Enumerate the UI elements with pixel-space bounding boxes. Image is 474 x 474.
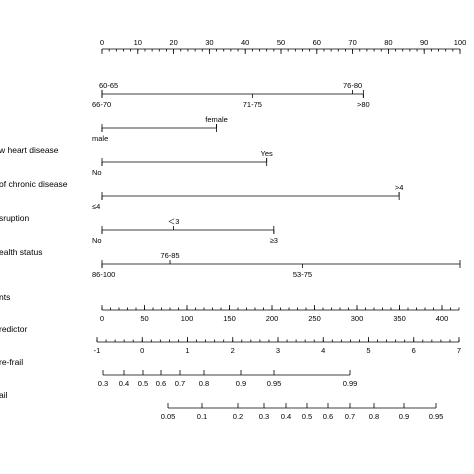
scale-tick-label: 0.8 — [369, 412, 379, 421]
scale-tick-label: 6 — [412, 346, 416, 355]
category-label-below: ≤4 — [92, 202, 100, 211]
scale-tick-label: 40 — [241, 38, 249, 47]
scale-tick-label: 0.7 — [345, 412, 355, 421]
scale-tick-label: 30 — [205, 38, 213, 47]
category-label-below: 66-70 — [92, 100, 111, 109]
scale-tick-label: 150 — [223, 314, 236, 323]
row-label: sruption — [0, 213, 30, 223]
scale-tick-label: 0.5 — [138, 379, 148, 388]
category-label-below: 71-75 — [243, 100, 262, 109]
scale-tick-label: 20 — [169, 38, 177, 47]
row-label: of chronic disease — [0, 179, 68, 189]
scale-tick-label: 0.2 — [233, 412, 243, 421]
scale-tick-label: 0 — [100, 38, 104, 47]
scale-tick-label: 0.7 — [175, 379, 185, 388]
scale-tick-label: 0.95 — [429, 412, 444, 421]
scale-tick-label: 70 — [348, 38, 356, 47]
row-label: w heart disease — [0, 145, 59, 155]
scale-tick-label: 0 — [140, 346, 144, 355]
category-label-below: >80 — [357, 100, 370, 109]
category-label-above: 76-80 — [343, 81, 362, 90]
category-label-below: 53-75 — [293, 270, 312, 279]
category-label-above: Yes — [261, 149, 273, 158]
category-label-above: female — [205, 115, 228, 124]
category-label-above: 76-85 — [160, 251, 179, 260]
scale-tick-label: 0.6 — [323, 412, 333, 421]
scale-tick-label: 2 — [231, 346, 235, 355]
scale-tick-label: 0.05 — [161, 412, 176, 421]
category-label-below: 86-100 — [92, 270, 115, 279]
scale-tick-label: 0.9 — [236, 379, 246, 388]
scale-tick-label: 60 — [313, 38, 321, 47]
scale-tick-label: 100 — [181, 314, 194, 323]
scale-tick-label: 0.8 — [199, 379, 209, 388]
scale-tick-label: 7 — [457, 346, 461, 355]
scale-tick-label: 0.3 — [259, 412, 269, 421]
scale-tick-label: 0.4 — [281, 412, 291, 421]
scale-tick-label: 0.5 — [302, 412, 312, 421]
category-label-above: 60-65 — [99, 81, 118, 90]
category-label-below: male — [92, 134, 108, 143]
scale-tick-label: 50 — [277, 38, 285, 47]
row-label: nts — [0, 292, 10, 302]
scale-tick-label: 350 — [393, 314, 406, 323]
scale-tick-label: 5 — [366, 346, 370, 355]
scale-tick-label: 4 — [321, 346, 325, 355]
category-label-above: >4 — [395, 183, 404, 192]
scale-tick-label: 0.1 — [197, 412, 207, 421]
category-label-below: No — [92, 168, 102, 177]
category-label-below: No — [92, 236, 102, 245]
row-label: ealth status — [0, 247, 42, 257]
scale-tick-label: -1 — [94, 346, 101, 355]
scale-tick-label: 100 — [454, 38, 467, 47]
scale-tick-label: 80 — [384, 38, 392, 47]
scale-tick-label: 250 — [308, 314, 321, 323]
scale-tick-label: 10 — [134, 38, 142, 47]
scale-tick-label: 400 — [436, 314, 449, 323]
row-label: redictor — [0, 324, 28, 334]
scale-tick-label: 200 — [266, 314, 279, 323]
scale-tick-label: 1 — [185, 346, 189, 355]
scale-tick-label: 0.99 — [343, 379, 358, 388]
row-label: ail — [0, 390, 8, 400]
scale-tick-label: 0.95 — [267, 379, 282, 388]
scale-tick-label: 0.6 — [156, 379, 166, 388]
scale-tick-label: 90 — [420, 38, 428, 47]
scale-tick-label: 0 — [100, 314, 104, 323]
scale-tick-label: 0.4 — [119, 379, 129, 388]
scale-tick-label: 0.3 — [98, 379, 108, 388]
scale-tick-label: 50 — [140, 314, 148, 323]
row-label: re-frail — [0, 357, 23, 367]
scale-tick-label: 300 — [351, 314, 364, 323]
scale-tick-label: 0.9 — [399, 412, 409, 421]
category-label-above: ＜3 — [168, 217, 180, 226]
scale-tick-label: 3 — [276, 346, 280, 355]
category-label-below: ≥3 — [270, 236, 278, 245]
